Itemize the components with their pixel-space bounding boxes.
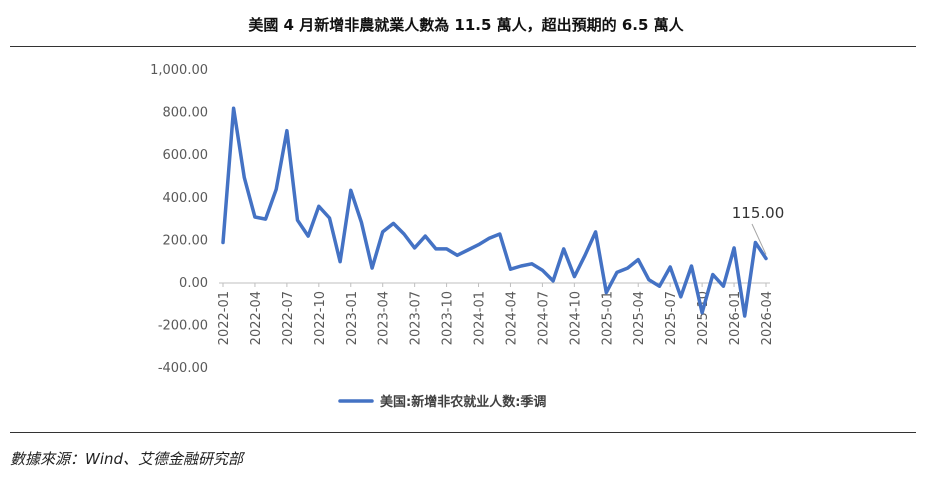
data-point <box>477 243 480 246</box>
series-line <box>221 106 768 318</box>
data-point <box>647 278 650 281</box>
data-point <box>371 267 374 270</box>
x-tick-label: 2022-07 <box>281 291 296 345</box>
y-axis: -400.00 -200.00 0.00 200.00 400.00 600.00 800.… <box>150 63 208 376</box>
data-point <box>243 176 246 179</box>
data-point <box>285 129 288 132</box>
x-tick-label: 2025-04 <box>632 291 647 345</box>
x-tick-label: 2022-04 <box>249 291 264 345</box>
data-point <box>232 107 235 110</box>
annotation-leader-line <box>751 223 767 255</box>
x-tick-label: 2026-04 <box>760 291 775 345</box>
y-tick-label: 800.00 <box>163 106 209 121</box>
x-tick-label: 2023-07 <box>409 291 424 345</box>
legend-label: 美国:新增非农就业人数:季调 <box>380 394 546 410</box>
x-tick-label: 2025-01 <box>600 291 615 345</box>
data-point <box>562 247 565 250</box>
data-point <box>381 230 384 233</box>
y-tick-label: -200.00 <box>158 319 208 334</box>
x-tick-label: 2026-01 <box>728 291 743 345</box>
data-point <box>434 247 437 250</box>
data-point <box>530 262 533 265</box>
data-point <box>520 264 523 267</box>
data-point <box>669 266 672 269</box>
annotation-label: 115.00 <box>732 204 785 222</box>
y-tick-label: 400.00 <box>163 191 209 206</box>
series-layer <box>221 106 768 318</box>
data-point <box>328 217 331 220</box>
x-tick-label: 2024-07 <box>536 291 551 345</box>
data-point <box>456 254 459 257</box>
data-point <box>349 189 352 192</box>
data-point <box>488 237 491 240</box>
data-point <box>722 285 725 288</box>
x-tick-label: 2024-01 <box>473 291 488 345</box>
x-axis: 2022-01 2022-04 2022-07 2022-10 2023-01 2023-… <box>217 282 775 345</box>
y-tick-label: 200.00 <box>163 233 209 248</box>
data-point <box>765 257 768 260</box>
x-tick-label: 2024-04 <box>504 291 519 345</box>
data-point <box>573 275 576 278</box>
data-point <box>222 241 225 244</box>
x-tick-label: 2023-10 <box>441 291 456 345</box>
data-point <box>498 233 501 236</box>
data-point <box>264 218 267 221</box>
data-point <box>733 246 736 249</box>
data-point <box>658 285 661 288</box>
data-point <box>253 215 256 218</box>
data-point <box>541 269 544 272</box>
x-tick-label: 2022-10 <box>313 291 328 345</box>
x-tick-label: 2022-01 <box>217 291 232 345</box>
data-point <box>275 188 278 191</box>
data-point <box>413 246 416 249</box>
x-tick-label: 2025-07 <box>664 291 679 345</box>
data-point <box>466 248 469 251</box>
data-point <box>615 271 618 274</box>
data-point <box>307 235 310 238</box>
data-point <box>403 233 406 236</box>
data-point <box>701 311 704 314</box>
data-point <box>509 268 512 271</box>
x-tick-label: 2023-01 <box>345 291 360 345</box>
data-point <box>637 258 640 261</box>
line-chart: -400.00 -200.00 0.00 200.00 400.00 600.00 800.… <box>150 63 785 410</box>
data-point <box>679 295 682 298</box>
source-note: 數據來源：Wind、艾德金融研究部 <box>10 450 244 468</box>
y-tick-label: 1,000.00 <box>150 63 208 78</box>
data-point <box>552 279 555 282</box>
data-point <box>424 235 427 238</box>
legend: 美国:新增非农就业人数:季调 <box>338 394 546 410</box>
x-tick-label: 2024-10 <box>568 291 583 345</box>
y-tick-label: 0.00 <box>179 276 208 291</box>
data-point <box>296 219 299 222</box>
top-divider <box>10 46 916 47</box>
data-point <box>445 247 448 250</box>
bottom-divider <box>10 432 916 433</box>
data-point <box>754 241 757 244</box>
data-point <box>690 264 693 267</box>
data-point <box>360 221 363 224</box>
data-point <box>711 273 714 276</box>
annotation-layer: 115.00 <box>732 204 785 255</box>
data-point <box>743 315 746 318</box>
chart-title: 美國 4 月新增非農就業人數為 11.5 萬人，超出預期的 6.5 萬人 <box>248 16 684 34</box>
data-point <box>317 205 320 208</box>
y-tick-label: -400.00 <box>158 361 208 376</box>
data-point <box>594 230 597 233</box>
data-point <box>339 260 342 263</box>
data-point <box>584 254 587 257</box>
y-tick-label: 600.00 <box>163 148 209 163</box>
data-point <box>626 267 629 270</box>
data-point <box>392 222 395 225</box>
x-tick-label: 2023-04 <box>377 291 392 345</box>
data-point <box>605 291 608 294</box>
